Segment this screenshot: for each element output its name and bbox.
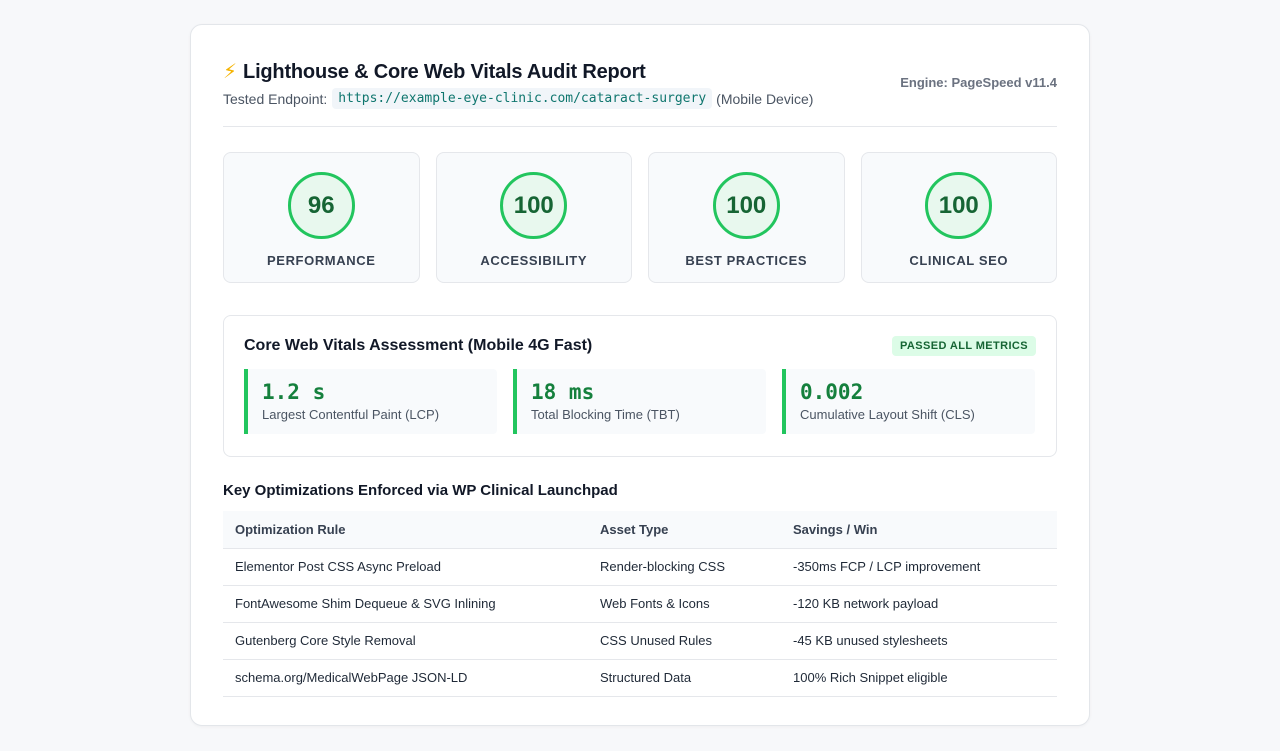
- endpoint-url: https://example-eye-clinic.com/cataract-…: [332, 88, 713, 109]
- table-cell: Web Fonts & Icons: [588, 585, 781, 623]
- table-row: FontAwesome Shim Dequeue & SVG Inlining …: [223, 585, 1057, 623]
- table-row: Gutenberg Core Style Removal CSS Unused …: [223, 622, 1057, 660]
- metric-tbt: 18 ms Total Blocking Time (TBT): [513, 369, 766, 434]
- score-gauge: 100: [500, 172, 568, 239]
- table-cell: -350ms FCP / LCP improvement: [781, 548, 1057, 586]
- column-header: Asset Type: [588, 511, 781, 549]
- table-cell: Elementor Post CSS Async Preload: [223, 548, 588, 586]
- table-cell: FontAwesome Shim Dequeue & SVG Inlining: [223, 585, 588, 623]
- table-cell: schema.org/MedicalWebPage JSON-LD: [223, 659, 588, 697]
- table-cell: 100% Rich Snippet eligible: [781, 659, 1057, 697]
- report-header: ⚡ Lighthouse & Core Web Vitals Audit Rep…: [223, 57, 1057, 127]
- column-header: Savings / Win: [781, 511, 1057, 549]
- score-label: PERFORMANCE: [267, 253, 376, 268]
- table-cell: -120 KB network payload: [781, 585, 1057, 623]
- optimizations-table: Optimization Rule Asset Type Savings / W…: [223, 511, 1057, 697]
- score-label: BEST PRACTICES: [685, 253, 808, 268]
- metric-label: Largest Contentful Paint (LCP): [262, 407, 440, 422]
- page-title: Lighthouse & Core Web Vitals Audit Repor…: [243, 61, 646, 83]
- column-header: Optimization Rule: [223, 511, 588, 549]
- table-cell: Structured Data: [588, 659, 781, 697]
- status-badge: PASSED ALL METRICS: [891, 336, 1036, 356]
- metric-value: 18 ms: [531, 380, 595, 404]
- metric-lcp: 1.2 s Largest Contentful Paint (LCP): [244, 369, 497, 434]
- metric-cls: 0.002 Cumulative Layout Shift (CLS): [782, 369, 1035, 434]
- table-cell: -45 KB unused stylesheets: [781, 622, 1057, 660]
- metric-value: 0.002: [800, 380, 864, 404]
- optimizations-title: Key Optimizations Enforced via WP Clinic…: [223, 482, 618, 499]
- table-cell: CSS Unused Rules: [588, 622, 781, 660]
- core-web-vitals-panel: Core Web Vitals Assessment (Mobile 4G Fa…: [223, 315, 1057, 457]
- metric-value: 1.2 s: [262, 380, 326, 404]
- endpoint-label: Tested Endpoint:: [223, 90, 328, 107]
- score-card-accessibility: 100 ACCESSIBILITY: [435, 152, 632, 283]
- score-gauge: 100: [925, 172, 993, 239]
- table-cell: Render-blocking CSS: [588, 548, 781, 586]
- device-label: (Mobile Device): [716, 90, 814, 107]
- cwv-title: Core Web Vitals Assessment (Mobile 4G Fa…: [244, 337, 593, 354]
- table-cell: Gutenberg Core Style Removal: [223, 622, 588, 660]
- score-cards: 96 PERFORMANCE 100 ACCESSIBILITY 100 BES…: [223, 152, 1057, 283]
- metric-label: Cumulative Layout Shift (CLS): [800, 407, 975, 422]
- score-label: ACCESSIBILITY: [480, 253, 588, 268]
- score-card-best-practices: 100 BEST PRACTICES: [648, 152, 845, 283]
- endpoint-row: Tested Endpoint: https://example-eye-cli…: [223, 88, 813, 109]
- score-card-performance: 96 PERFORMANCE: [223, 152, 420, 283]
- table-header-row: Optimization Rule Asset Type Savings / W…: [223, 511, 1057, 549]
- score-label: CLINICAL SEO: [909, 253, 1009, 268]
- metric-label: Total Blocking Time (TBT): [531, 407, 680, 422]
- table-row: schema.org/MedicalWebPage JSON-LD Struct…: [223, 659, 1057, 697]
- score-gauge: 96: [287, 172, 355, 239]
- audit-report-card: ⚡ Lighthouse & Core Web Vitals Audit Rep…: [190, 24, 1090, 726]
- engine-label: Engine: PageSpeed v11.4: [900, 75, 1057, 90]
- score-gauge: 100: [712, 172, 780, 239]
- table-row: Elementor Post CSS Async Preload Render-…: [223, 548, 1057, 586]
- score-card-clinical-seo: 100 CLINICAL SEO: [860, 152, 1057, 283]
- lightning-icon: ⚡: [223, 61, 238, 83]
